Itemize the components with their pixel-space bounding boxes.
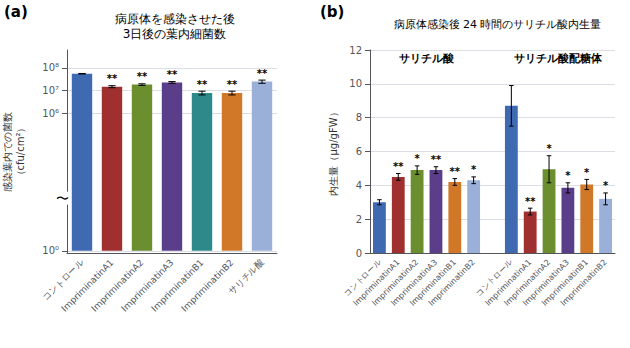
svg-text:**: ** [450,166,461,177]
svg-text:ImpriminatinA2: ImpriminatinA2 [502,257,553,308]
svg-text:10: 10 [349,78,362,89]
svg-text:ImpriminatinA3: ImpriminatinA3 [389,257,440,308]
svg-text:サリチル酸: サリチル酸 [227,257,266,296]
svg-text:10⁶: 10⁶ [42,108,59,119]
svg-text:**: ** [107,73,118,84]
svg-text:(b): (b) [320,3,344,21]
svg-text:10⁷: 10⁷ [42,85,59,96]
svg-text:*: * [546,143,552,154]
svg-text:(a): (a) [4,3,28,21]
svg-text:**: ** [393,161,404,172]
svg-text:サリチル酸: サリチル酸 [399,52,455,65]
svg-text:**: ** [137,71,148,82]
svg-text:ImpriminatinA3: ImpriminatinA3 [119,257,175,313]
svg-text:感染葉内での菌数: 感染葉内での菌数 [2,112,13,192]
svg-text:ImpriminatinB2: ImpriminatinB2 [179,257,235,313]
svg-text:**: ** [431,154,442,165]
svg-text:*: * [565,170,571,181]
svg-text:コントロール: コントロール [474,257,515,299]
svg-text:**: ** [525,196,536,207]
svg-text:〜: 〜 [56,191,69,206]
svg-text:**: ** [227,79,238,90]
svg-text:内生量（µg/gFW）: 内生量（µg/gFW） [328,107,339,195]
svg-text:2: 2 [356,214,362,225]
svg-text:*: * [603,180,609,191]
svg-text:*: * [584,167,590,178]
svg-text:ImpriminatinB2: ImpriminatinB2 [559,258,609,308]
svg-text:コントロール: コントロール [40,257,86,303]
svg-text:ImpriminatinA1: ImpriminatinA1 [483,257,534,308]
svg-text:病原体を感染させた後: 病原体を感染させた後 [115,12,235,26]
svg-text:ImpriminatinB2: ImpriminatinB2 [427,258,477,308]
svg-text:4: 4 [356,180,362,191]
svg-text:*: * [471,164,477,175]
svg-text:*: * [414,153,420,164]
svg-text:ImpriminatinB1: ImpriminatinB1 [540,257,590,308]
svg-text:ImpriminatinA1: ImpriminatinA1 [59,257,115,313]
svg-text:10⁸: 10⁸ [42,62,59,73]
svg-text:ImpriminatinA1: ImpriminatinA1 [351,257,402,308]
svg-text:8: 8 [356,112,362,123]
svg-text:12: 12 [349,45,362,56]
svg-text:**: ** [197,79,208,90]
svg-text:0: 0 [356,248,362,259]
svg-text:**: ** [257,68,268,79]
svg-text:ImpriminatinA2: ImpriminatinA2 [370,257,421,308]
svg-text:ImpriminatinA2: ImpriminatinA2 [89,257,145,313]
svg-text:ImpriminatinB1: ImpriminatinB1 [408,257,458,308]
svg-text:**: ** [167,69,178,80]
svg-text:サリチル酸配糖体: サリチル酸配糖体 [514,52,603,65]
svg-text:病原体感染後 24 時間のサリチル酸内生量: 病原体感染後 24 時間のサリチル酸内生量 [394,18,602,31]
svg-text:（cfu/cm²）: （cfu/cm²） [15,123,26,181]
svg-text:ImpriminatinB1: ImpriminatinB1 [149,257,205,313]
svg-text:ImpriminatinA3: ImpriminatinA3 [521,257,572,308]
svg-text:3日後の葉内細菌数: 3日後の葉内細菌数 [123,27,227,41]
svg-text:コントロール: コントロール [342,257,383,299]
svg-text:6: 6 [356,146,362,157]
svg-text:10⁰: 10⁰ [42,245,59,256]
